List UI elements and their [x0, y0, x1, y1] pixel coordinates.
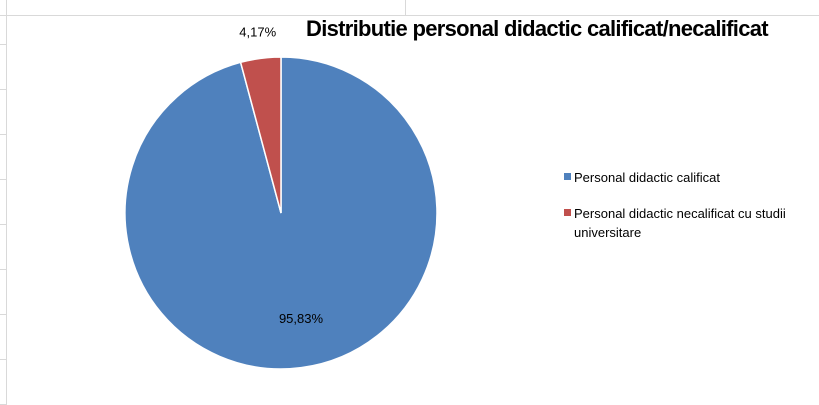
legend-label: Personal didactic calificat	[574, 170, 720, 185]
chart-legend[interactable]: Personal didactic calificat Personal did…	[564, 168, 814, 259]
legend-swatch-necalificat	[564, 209, 571, 216]
spreadsheet-row-gutter	[0, 0, 7, 405]
pie-data-label-1: 4,17%	[239, 25, 276, 40]
spreadsheet-header-row	[0, 0, 819, 16]
pie-slice-0[interactable]	[124, 56, 438, 370]
chart-title: Distributie personal didactic calificat/…	[306, 16, 769, 41]
legend-label: Personal didactic necalificat cu studii …	[574, 206, 786, 240]
legend-item-calificat: Personal didactic calificat	[564, 168, 814, 187]
column-separator	[405, 0, 406, 15]
pie-slice-1[interactable]	[239, 56, 282, 214]
legend-item-necalificat: Personal didactic necalificat cu studii …	[564, 204, 814, 242]
pie-data-label-0: 95,83%	[279, 311, 324, 326]
legend-swatch-calificat	[564, 173, 571, 180]
